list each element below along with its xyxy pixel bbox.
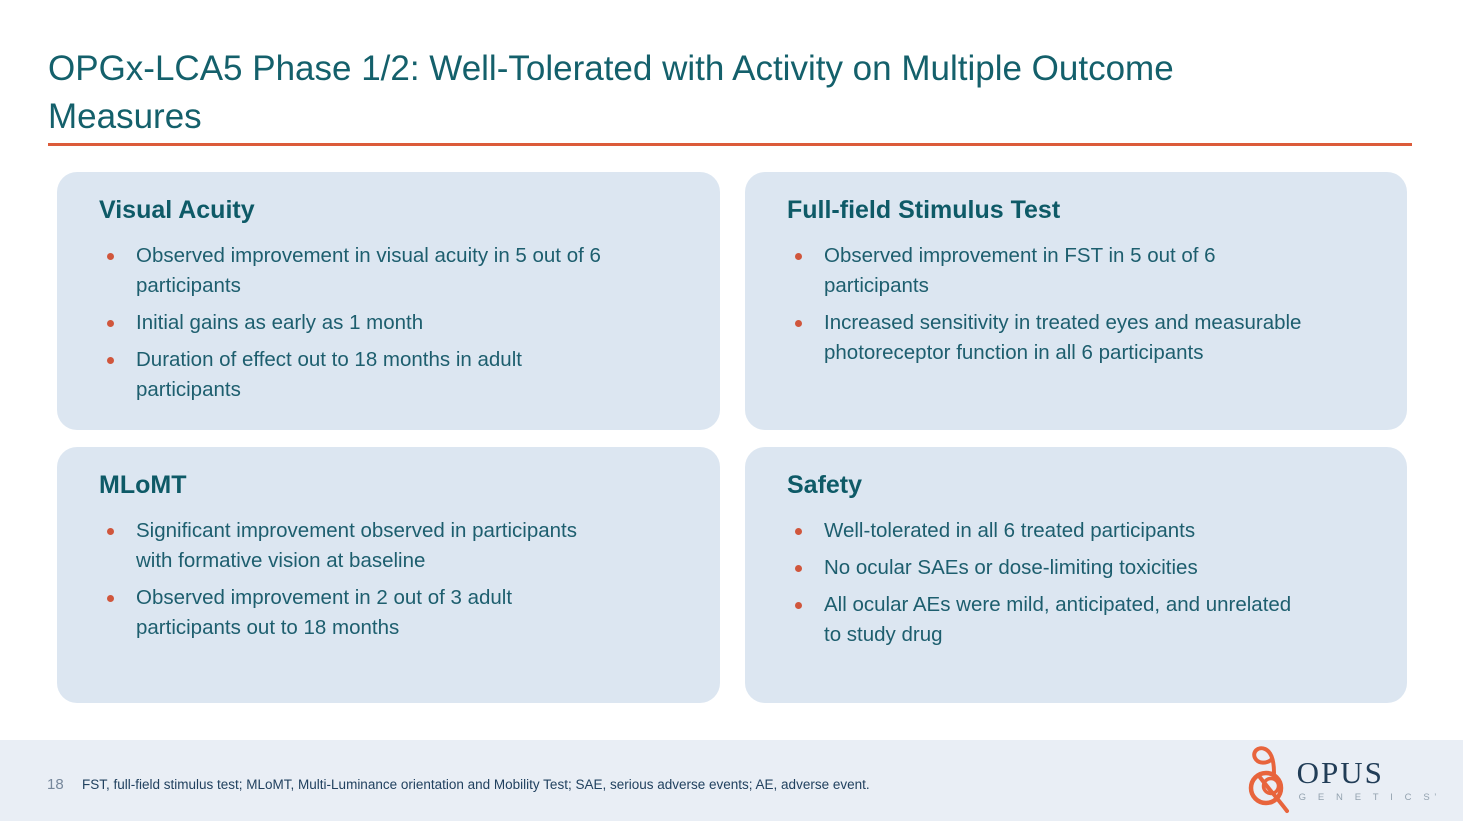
bullet-text: No ocular SAEs or dose-limiting toxiciti… (824, 555, 1198, 579)
card-mlomt: MLoMT Significant improvement observed i… (57, 447, 720, 703)
bullet-icon (107, 527, 114, 535)
card-visual-acuity: Visual Acuity Observed improvement in vi… (57, 172, 720, 430)
logo-subtext: G E N E T I C S’ (1298, 792, 1441, 803)
list-item: Duration of effect out to 18 months in a… (99, 345, 680, 405)
bullet-icon (795, 252, 802, 260)
list-item: Observed improvement in visual acuity in… (99, 241, 680, 301)
list-item: Observed improvement in FST in 5 out of … (787, 241, 1367, 301)
card-safety: Safety Well-tolerated in all 6 treated p… (745, 447, 1407, 703)
bullet-icon (107, 319, 114, 327)
bullet-list: Significant improvement observed in part… (99, 516, 680, 643)
bullet-icon (795, 601, 802, 609)
card-heading: Full-field Stimulus Test (787, 196, 1061, 224)
opus-genetics-logo: OPUS G E N E T I C S’ (1241, 746, 1441, 814)
list-item: No ocular SAEs or dose-limiting toxiciti… (787, 553, 1367, 583)
bullet-text: Observed improvement in visual acuity in… (136, 243, 601, 297)
bullet-text: Significant improvement observed in part… (136, 518, 577, 572)
bullet-icon (107, 252, 114, 260)
bullet-text: Duration of effect out to 18 months in a… (136, 347, 522, 401)
list-item: Increased sensitivity in treated eyes an… (787, 308, 1367, 368)
bullet-icon (795, 319, 802, 327)
bullet-text: Initial gains as early as 1 month (136, 310, 424, 334)
bullet-text: Observed improvement in FST in 5 out of … (824, 243, 1216, 297)
card-heading: MLoMT (99, 471, 187, 499)
bullet-icon (107, 594, 114, 602)
bullet-text: Increased sensitivity in treated eyes an… (824, 310, 1302, 364)
page-number: 18 (47, 776, 64, 793)
bullet-list: Well-tolerated in all 6 treated particip… (787, 516, 1367, 650)
list-item: All ocular AEs were mild, anticipated, a… (787, 590, 1367, 650)
footer-band: 18 FST, full-field stimulus test; MLoMT,… (0, 740, 1463, 821)
bullet-icon (795, 564, 802, 572)
list-item: Significant improvement observed in part… (99, 516, 680, 576)
bullet-list: Observed improvement in FST in 5 out of … (787, 241, 1367, 368)
list-item: Observed improvement in 2 out of 3 adult… (99, 583, 680, 643)
bullet-text: All ocular AEs were mild, anticipated, a… (824, 592, 1292, 646)
card-heading: Visual Acuity (99, 196, 255, 224)
slide-title: OPGx-LCA5 Phase 1/2: Well-Tolerated with… (48, 49, 1174, 137)
footnote-abbreviations: FST, full-field stimulus test; MLoMT, Mu… (82, 777, 870, 792)
bullet-text: Observed improvement in 2 out of 3 adult… (136, 585, 513, 639)
bullet-text: Well-tolerated in all 6 treated particip… (824, 518, 1196, 542)
card-full-field-stimulus-test: Full-field Stimulus Test Observed improv… (745, 172, 1407, 430)
logo-wordmark: OPUS (1296, 755, 1384, 790)
bullet-list: Observed improvement in visual acuity in… (99, 241, 680, 405)
title-divider-rule (48, 143, 1412, 146)
list-item: Initial gains as early as 1 month (99, 308, 680, 338)
bullet-icon (107, 356, 114, 364)
list-item: Well-tolerated in all 6 treated particip… (787, 516, 1367, 546)
bullet-icon (795, 527, 802, 535)
logo-text: OPUS G E N E T I C S’ (1297, 757, 1441, 803)
card-heading: Safety (787, 471, 863, 499)
logo-mark-icon (1248, 746, 1289, 813)
